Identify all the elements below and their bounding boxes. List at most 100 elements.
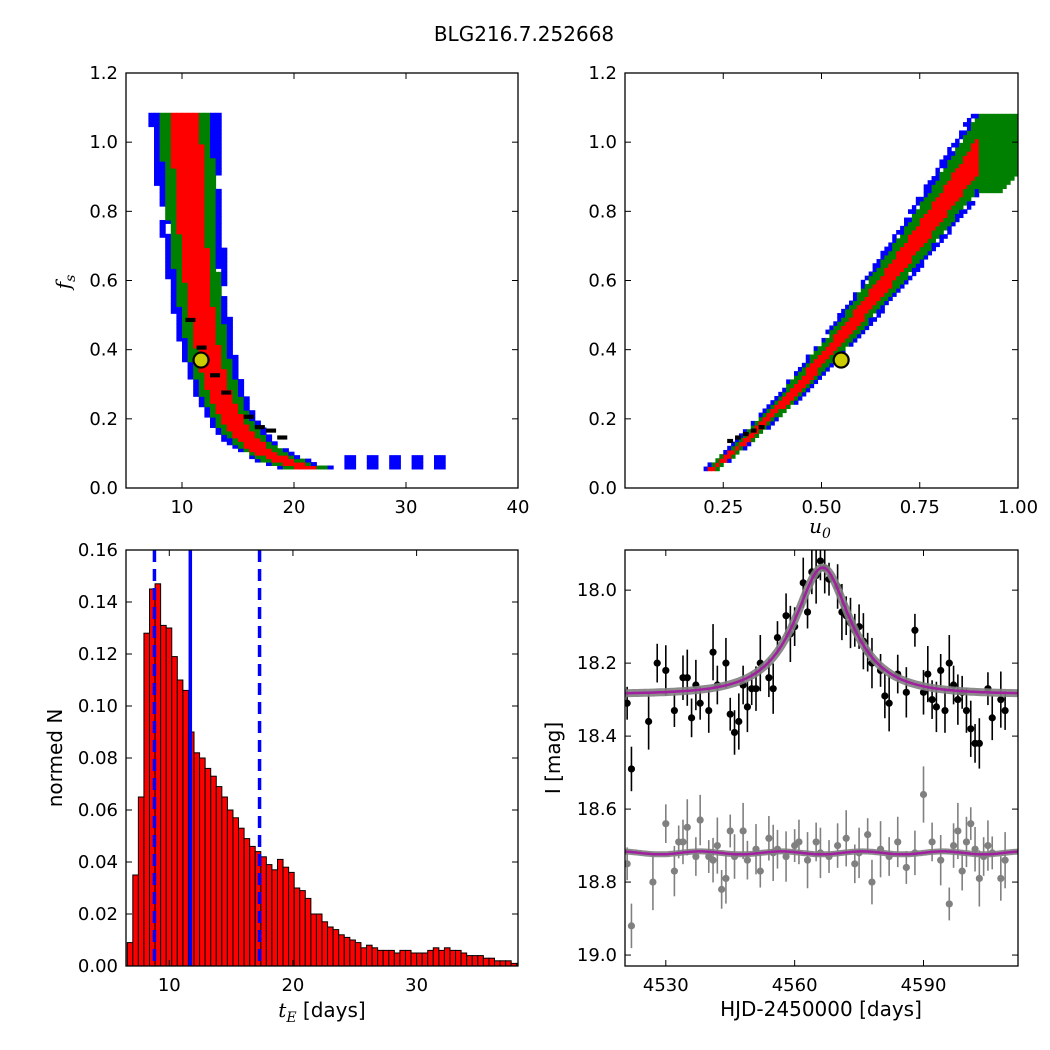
density-cell	[366, 458, 373, 463]
x-tick-label: 20	[283, 497, 306, 518]
density-cell	[797, 383, 803, 389]
density-cell	[943, 217, 948, 223]
density-cell	[770, 404, 775, 409]
density-cell	[187, 365, 194, 370]
density-cell	[974, 184, 980, 190]
density-cell	[915, 259, 921, 264]
histogram-bar	[327, 926, 334, 967]
density-cell	[198, 164, 205, 169]
data-point	[894, 838, 902, 846]
density-cell	[978, 142, 984, 148]
density-cell	[176, 289, 183, 294]
density-cell	[198, 341, 205, 345]
density-cell	[888, 275, 893, 281]
density-cell	[982, 122, 988, 127]
density-cell	[260, 444, 267, 449]
density-cell	[204, 365, 211, 370]
density-cell	[154, 126, 161, 131]
density-cell	[165, 209, 172, 214]
density-cell	[884, 250, 889, 256]
density-cell	[232, 389, 239, 394]
density-cell	[439, 455, 446, 460]
density-cell	[249, 441, 256, 446]
data-point	[756, 867, 764, 875]
density-cell	[951, 184, 956, 190]
density-cell	[187, 147, 194, 152]
density-cell	[193, 302, 200, 307]
density-cell	[884, 283, 889, 289]
density-cell	[793, 387, 799, 393]
density-cell	[915, 234, 921, 239]
density-cell	[176, 264, 183, 269]
density-cell	[193, 168, 200, 173]
density-cell	[266, 444, 273, 449]
density-cell	[176, 302, 183, 307]
density-cell	[210, 285, 217, 290]
data-point	[743, 703, 752, 711]
density-cell	[215, 112, 222, 117]
density-cell	[731, 449, 736, 455]
density-cell	[998, 184, 1003, 190]
density-cell	[182, 178, 189, 183]
density-cell	[837, 342, 842, 347]
density-cell	[935, 217, 940, 223]
density-cell	[1014, 113, 1019, 119]
density-cell	[198, 251, 205, 256]
data-point	[739, 827, 747, 835]
density-cell	[915, 242, 921, 248]
density-cell	[221, 375, 228, 380]
density-cell	[982, 184, 988, 190]
density-cell	[170, 240, 177, 245]
density-cell	[154, 143, 161, 148]
density-cell	[350, 455, 357, 460]
density-cell	[193, 143, 200, 148]
density-cell	[226, 403, 233, 408]
density-cell	[915, 267, 921, 273]
density-cell	[939, 234, 944, 239]
data-point	[726, 827, 734, 835]
density-cell	[187, 233, 194, 238]
density-cell	[187, 347, 194, 352]
density-cell	[204, 413, 211, 418]
density-cell	[193, 309, 200, 314]
density-cell	[872, 271, 878, 277]
x-tick-label: 30	[405, 975, 428, 996]
density-cell	[904, 242, 909, 248]
density-cell	[210, 233, 217, 238]
density-cell	[176, 213, 183, 218]
density-cell	[193, 164, 200, 169]
density-cell	[210, 123, 217, 128]
density-cell	[931, 246, 936, 252]
density-cell	[243, 448, 250, 453]
density-cell	[176, 199, 183, 204]
density-cell	[959, 192, 964, 198]
density-cell	[742, 429, 748, 434]
density-cell	[856, 304, 862, 310]
density-cell	[707, 462, 712, 468]
density-cell	[978, 122, 984, 127]
density-cell	[204, 399, 211, 404]
density-cell	[226, 424, 233, 428]
density-peak-cell	[277, 435, 288, 440]
density-cell	[923, 209, 929, 214]
density-cell	[187, 237, 194, 242]
density-cell	[238, 420, 245, 425]
density-cell	[931, 188, 936, 194]
density-cell	[978, 117, 984, 123]
histogram-bar	[460, 952, 468, 967]
density-cell	[966, 142, 972, 148]
density-cell	[182, 299, 189, 304]
histogram-bar	[371, 947, 379, 967]
y-tick-label: 1.0	[89, 132, 118, 153]
density-cell	[221, 410, 228, 415]
density-cell	[210, 299, 217, 304]
density-cell	[193, 330, 200, 335]
density-cell	[204, 368, 211, 373]
density-cell	[778, 404, 783, 409]
density-cell	[165, 237, 172, 242]
density-cell	[159, 143, 166, 148]
density-cell	[204, 271, 211, 276]
density-cell	[182, 323, 189, 328]
density-cell	[904, 259, 909, 264]
density-cell	[159, 136, 166, 141]
